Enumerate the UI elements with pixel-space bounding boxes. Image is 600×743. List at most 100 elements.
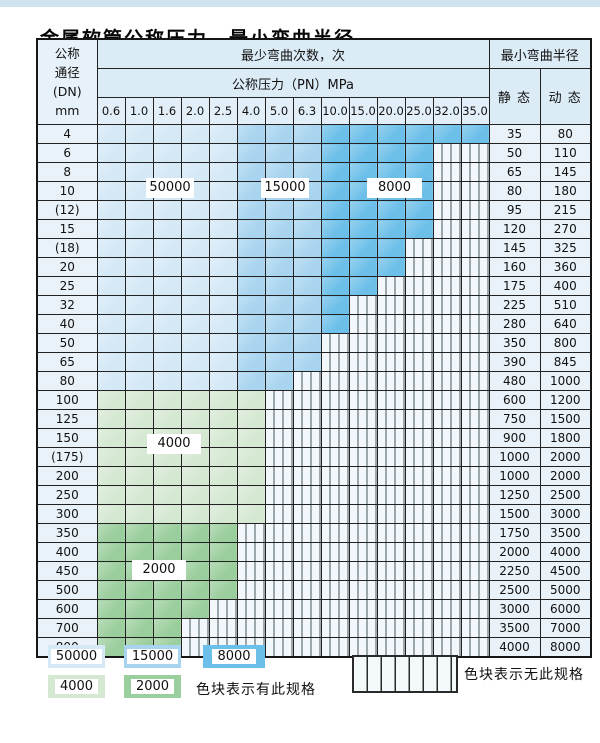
spec-cell bbox=[96, 466, 126, 486]
table-row: (175) 1000 2000 bbox=[36, 447, 592, 467]
table-row: 25 175 400 bbox=[36, 276, 592, 296]
spec-cell bbox=[264, 637, 294, 658]
spec-cell bbox=[404, 295, 434, 315]
spec-cell bbox=[348, 295, 378, 315]
dynamic-radius-cell: 1800 bbox=[539, 428, 592, 448]
dynamic-radius-cell: 180 bbox=[539, 181, 592, 201]
spec-cell bbox=[460, 618, 490, 638]
static-radius-cell: 3000 bbox=[488, 599, 541, 619]
table-row: 50 350 800 bbox=[36, 333, 592, 353]
spec-cell bbox=[432, 390, 462, 410]
spec-cell bbox=[320, 257, 350, 277]
spec-cell bbox=[292, 314, 322, 334]
spec-cell bbox=[320, 333, 350, 353]
spec-cell bbox=[180, 162, 210, 182]
spec-cell bbox=[152, 314, 182, 334]
dn-cell: 450 bbox=[36, 561, 98, 581]
spec-cell bbox=[292, 257, 322, 277]
spec-cell bbox=[96, 542, 126, 562]
pressure-header-cell: 35.0 bbox=[460, 97, 490, 125]
spec-cell bbox=[320, 181, 350, 201]
spec-cell bbox=[376, 124, 406, 144]
static-radius-cell: 35 bbox=[488, 124, 541, 144]
spec-cell bbox=[404, 238, 434, 258]
spec-cell bbox=[208, 371, 238, 391]
legend-swatch-label: 15000 bbox=[126, 649, 179, 664]
spec-cell bbox=[460, 352, 490, 372]
spec-cell bbox=[460, 257, 490, 277]
spec-cell bbox=[292, 561, 322, 581]
spec-cell bbox=[124, 314, 154, 334]
static-radius-cell: 1250 bbox=[488, 485, 541, 505]
static-radius-cell: 900 bbox=[488, 428, 541, 448]
spec-cell bbox=[236, 238, 266, 258]
spec-cell bbox=[320, 618, 350, 638]
legend-swatch-50000: 50000 bbox=[48, 645, 105, 668]
spec-cell bbox=[180, 314, 210, 334]
spec-cell bbox=[348, 162, 378, 182]
spec-cell bbox=[348, 428, 378, 448]
dynamic-radius-cell: 5000 bbox=[539, 580, 592, 600]
spec-cell bbox=[208, 428, 238, 448]
spec-cell bbox=[460, 485, 490, 505]
static-radius-cell: 120 bbox=[488, 219, 541, 239]
pressure-header-cell: 20.0 bbox=[376, 97, 406, 125]
spec-cell bbox=[376, 314, 406, 334]
dn-cell: 200 bbox=[36, 466, 98, 486]
spec-cell bbox=[124, 238, 154, 258]
spec-cell bbox=[292, 447, 322, 467]
pressure-header-cell: 0.6 bbox=[96, 97, 126, 125]
spec-cell bbox=[236, 409, 266, 429]
spec-cell bbox=[96, 143, 126, 163]
legend-swatch-2000: 2000 bbox=[124, 675, 181, 698]
spec-cell bbox=[264, 333, 294, 353]
spec-cell bbox=[180, 485, 210, 505]
spec-cell bbox=[180, 143, 210, 163]
spec-cell bbox=[460, 599, 490, 619]
spec-cell bbox=[404, 637, 434, 658]
spec-cell bbox=[460, 504, 490, 524]
spec-cell bbox=[320, 523, 350, 543]
spec-cell bbox=[180, 637, 210, 658]
table-row: 6 50 110 bbox=[36, 143, 592, 163]
static-radius-cell: 95 bbox=[488, 200, 541, 220]
spec-cell bbox=[376, 143, 406, 163]
spec-cell bbox=[320, 219, 350, 239]
spec-cell bbox=[348, 276, 378, 296]
dn-cell: (175) bbox=[36, 447, 98, 467]
spec-cell bbox=[96, 580, 126, 600]
table-row: 400 2000 4000 bbox=[36, 542, 592, 562]
spec-cell bbox=[264, 257, 294, 277]
spec-cell bbox=[96, 295, 126, 315]
spec-cell bbox=[124, 295, 154, 315]
spec-cell bbox=[152, 390, 182, 410]
spec-cell bbox=[152, 580, 182, 600]
dn-cell: 40 bbox=[36, 314, 98, 334]
dn-cell: 20 bbox=[36, 257, 98, 277]
spec-cell bbox=[152, 523, 182, 543]
spec-cell bbox=[208, 599, 238, 619]
dynamic-radius-cell: 4500 bbox=[539, 561, 592, 581]
spec-cell bbox=[460, 447, 490, 467]
static-radius-cell: 3500 bbox=[488, 618, 541, 638]
legend-has-spec-text: 色块表示有此规格 bbox=[196, 682, 316, 698]
spec-cell bbox=[348, 200, 378, 220]
spec-cell bbox=[432, 485, 462, 505]
dn-cell: 150 bbox=[36, 428, 98, 448]
table-row: 700 3500 7000 bbox=[36, 618, 592, 638]
spec-cell bbox=[432, 181, 462, 201]
static-radius-cell: 65 bbox=[488, 162, 541, 182]
spec-cell bbox=[96, 257, 126, 277]
spec-cell bbox=[320, 447, 350, 467]
spec-cell bbox=[180, 257, 210, 277]
spec-cell bbox=[124, 599, 154, 619]
spec-cell bbox=[236, 447, 266, 467]
spec-cell bbox=[376, 504, 406, 524]
dynamic-radius-cell: 2500 bbox=[539, 485, 592, 505]
spec-cell bbox=[124, 352, 154, 372]
spec-cell bbox=[432, 314, 462, 334]
legend-swatch-label: 8000 bbox=[212, 649, 256, 664]
spec-cell bbox=[208, 200, 238, 220]
dn-cell: 10 bbox=[36, 181, 98, 201]
spec-cell bbox=[96, 124, 126, 144]
